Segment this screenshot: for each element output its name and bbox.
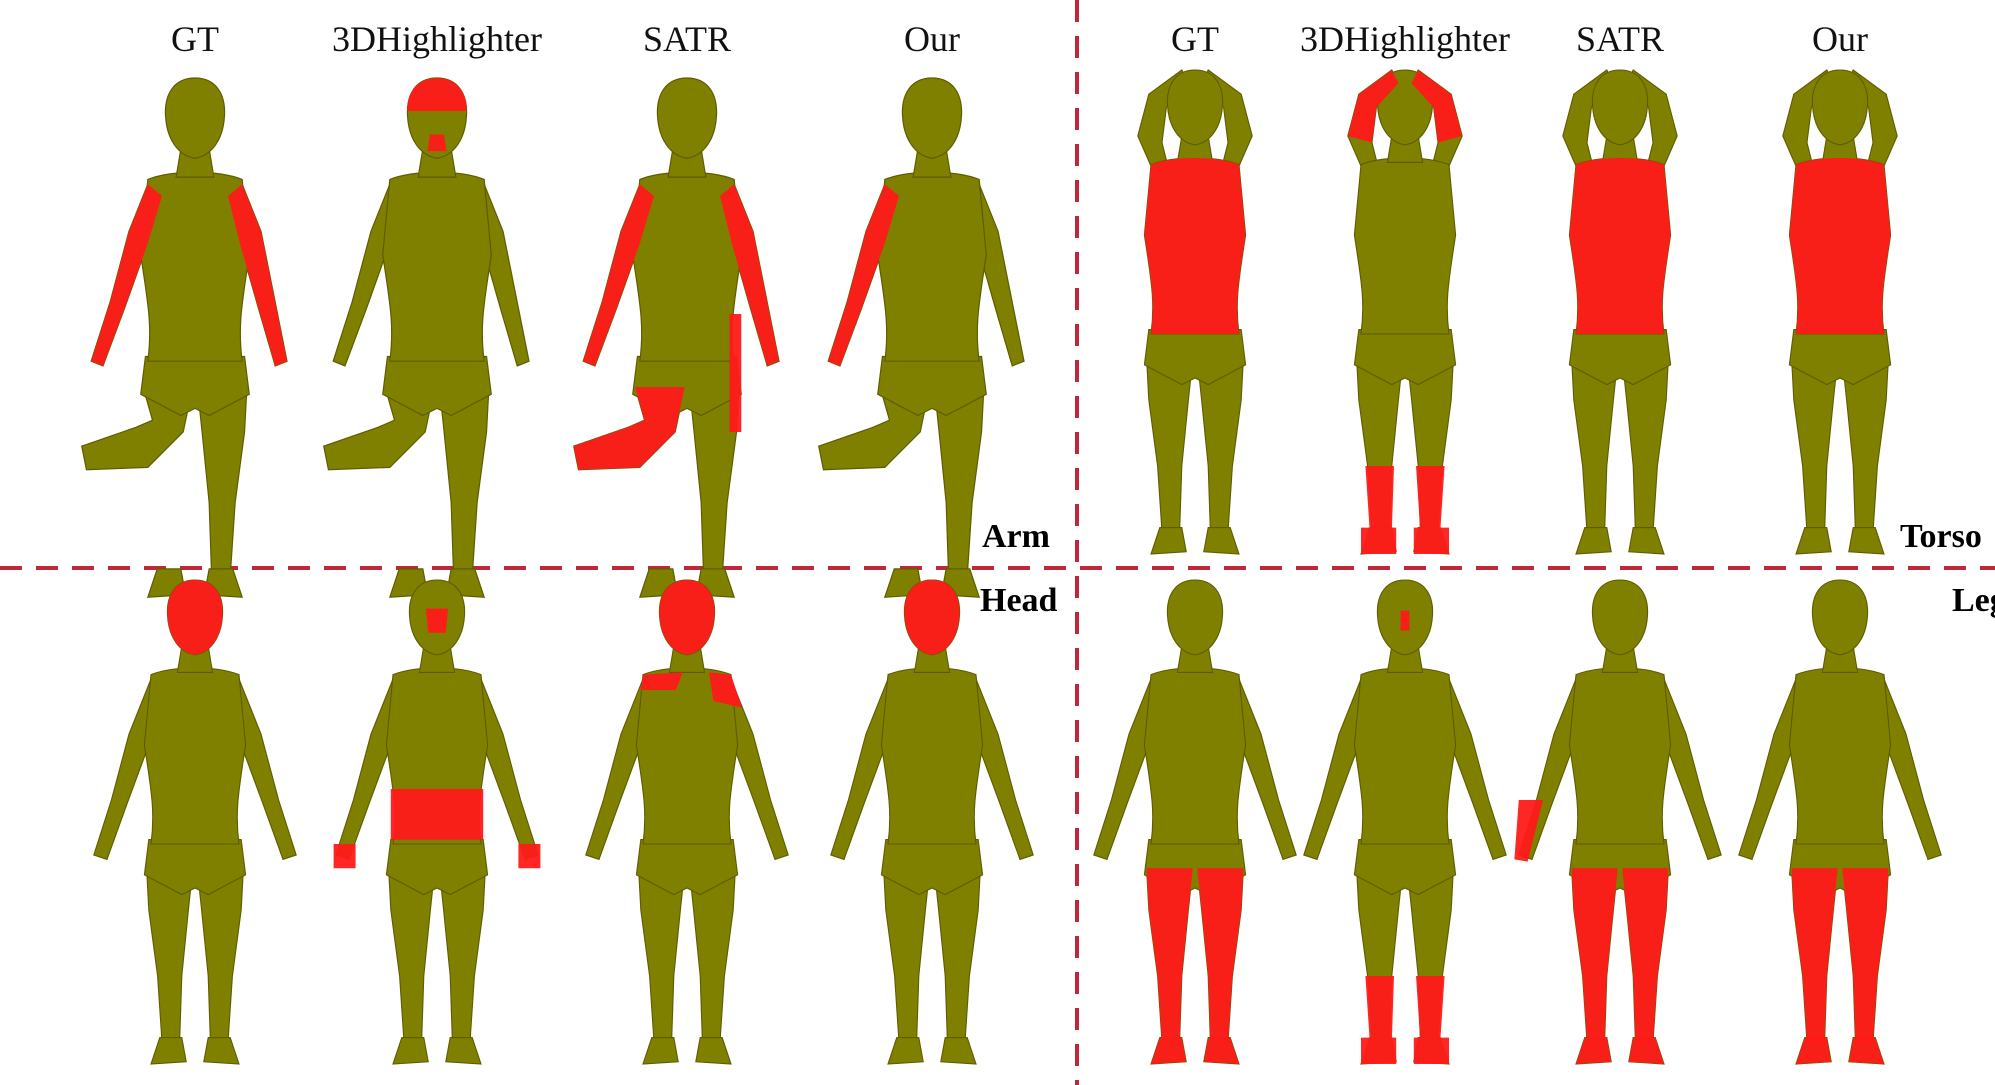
col-header-3dhighlighter-left: 3DHighlighter (332, 19, 542, 59)
figure-leg-satr (1514, 579, 1722, 1065)
figure-head-our (830, 579, 1034, 1065)
figure-torso-satr (1562, 69, 1678, 555)
figure-torso-gt (1137, 69, 1253, 555)
figure-leg-gt (1093, 579, 1297, 1065)
figure-torso-our (1782, 69, 1898, 555)
region-label-arm: Arm (982, 518, 1050, 555)
figure-leg-our (1738, 579, 1942, 1065)
col-header-our-right: Our (1812, 19, 1868, 59)
figure-head-gt (93, 579, 297, 1065)
region-label-head: Head (980, 582, 1058, 619)
region-label-leg: Leg (1952, 582, 1995, 619)
figure-head-3dhighlighter (333, 579, 541, 1065)
col-header-our-left: Our (904, 19, 960, 59)
figure-arm-3dhighlighter (323, 77, 530, 598)
figure-arm-satr (573, 77, 780, 598)
col-header-satr-left: SATR (642, 19, 732, 59)
col-header-satr-right: SATR (1575, 19, 1665, 59)
col-header-3dhighlighter-right: 3DHighlighter (1300, 19, 1510, 59)
region-label-torso: Torso (1900, 518, 1982, 555)
figure-head-satr (585, 579, 789, 1065)
figure-arm-gt (81, 77, 288, 598)
figure-leg-3dhighlighter (1303, 579, 1507, 1065)
figure-torso-3dhighlighter (1347, 69, 1463, 555)
col-header-gt-right: GT (1171, 19, 1219, 59)
col-header-gt-left: GT (171, 19, 219, 59)
